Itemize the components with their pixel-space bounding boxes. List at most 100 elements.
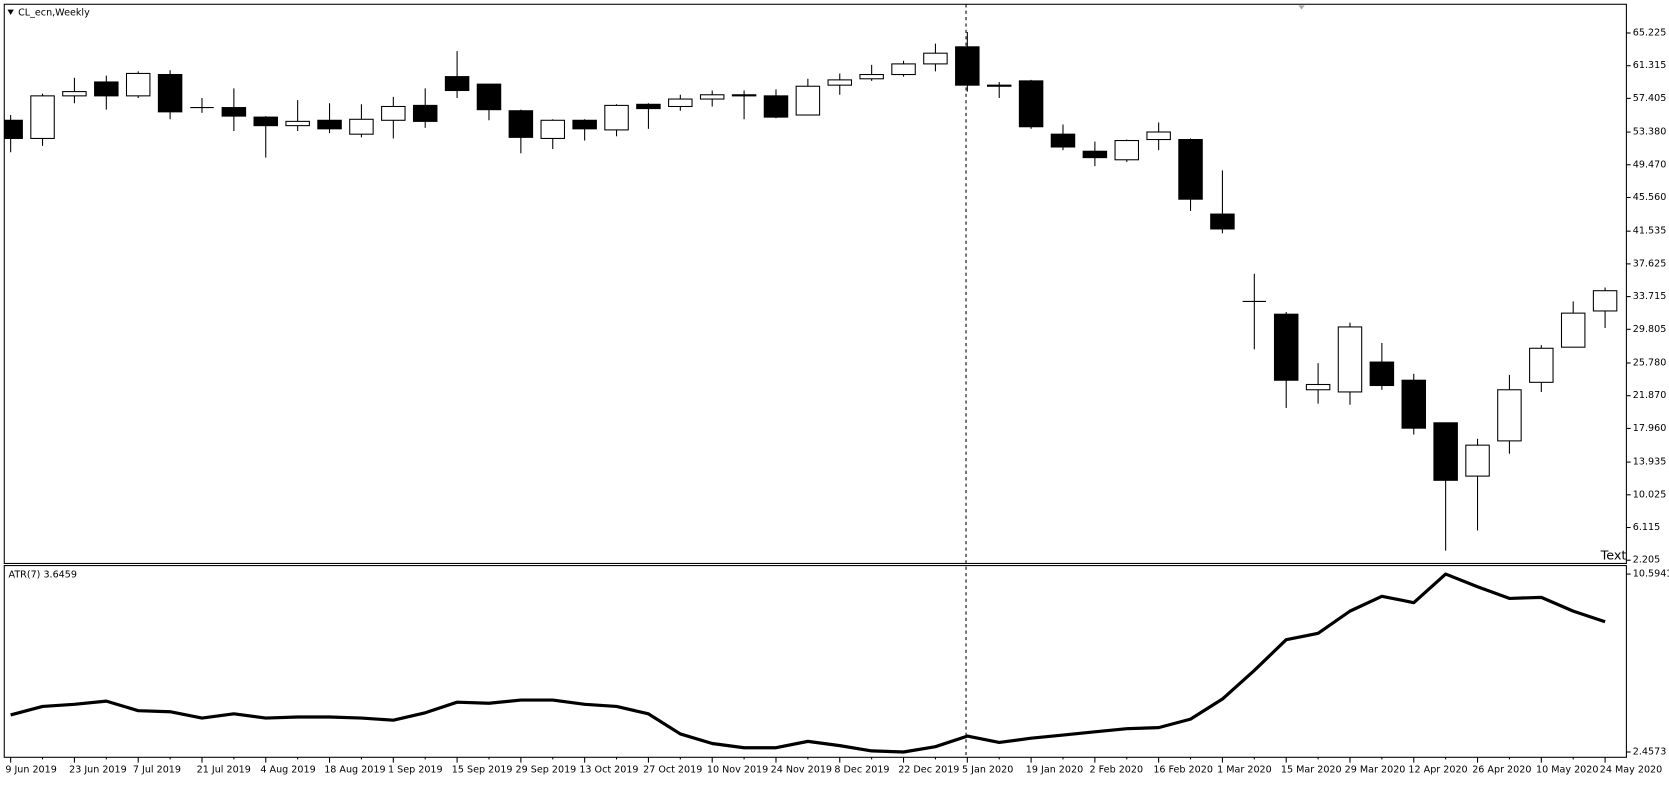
main-panel [3,3,1627,564]
x-tick-label: 23 Jun 2019 [69,765,127,776]
candle-body [444,76,470,92]
candle-body [1401,379,1427,429]
candle-body [285,120,310,127]
atr-line [10,572,1606,754]
candle-body [1529,347,1554,383]
candle-body [699,94,725,100]
y-tick-label: 10.025 [1633,489,1667,500]
menu-triangle[interactable] [7,9,14,15]
y-tick-label: 21.870 [1633,390,1667,401]
candle-body [1433,422,1458,481]
candle-body [923,52,948,65]
y-tick-label: 65.225 [1633,27,1667,38]
indicator-title: ATR(7) 3.6459 [9,570,77,581]
candle-body [1082,150,1108,159]
y-tick-label: 2.205 [1633,555,1660,566]
x-tick-label: 16 Feb 2020 [1153,765,1213,776]
x-tick-label: 22 Dec 2019 [898,765,959,776]
y-tick-label: 49.470 [1633,159,1667,170]
candle-body [381,105,406,121]
candle-body [891,63,916,76]
shift-marker [1298,5,1305,10]
candle-body [1018,80,1044,128]
candle-body [1050,133,1076,148]
candle-body [1178,138,1203,200]
candle-body [1305,383,1331,391]
candle-body [604,104,629,131]
x-tick-label: 10 Nov 2019 [707,765,768,776]
candle-body [1592,290,1618,312]
annotation: Text [1600,548,1627,563]
y-tick-label: 2.4573 [1633,746,1667,757]
candle-body [62,91,87,97]
candle-body [476,83,502,111]
x-tick-label: 12 Apr 2020 [1408,765,1467,776]
candle-body [540,119,566,139]
candles [4,31,1618,551]
x-tick-label: 27 Oct 2019 [643,765,702,776]
candle-body [731,94,757,97]
candle-body [636,103,661,110]
y-tick-label: 13.935 [1633,457,1667,468]
candle-body [827,79,853,86]
candle-body [221,107,247,117]
x-tick-label: 29 Sep 2019 [516,765,577,776]
candle-body [1560,312,1586,348]
y-tick-label: 17.960 [1633,423,1667,434]
x-tick-label: 5 Jan 2020 [962,765,1013,776]
y-tick-label: 29.805 [1633,324,1667,335]
candle-body [955,46,980,86]
y-tick-label: 53.380 [1633,127,1667,138]
candle-body [253,116,279,127]
candle-body [795,85,821,116]
x-tick-label: 26 Apr 2020 [1472,765,1531,776]
x-tick-label: 19 Jan 2020 [1026,765,1083,776]
candle-body [1369,361,1395,387]
x-tick-label: 10 May 2020 [1536,765,1598,776]
y-tick-label: 10.5941 [1633,569,1669,580]
candle-body [1497,389,1522,442]
candle-body [4,119,23,139]
x-tick-label: 15 Sep 2019 [452,765,513,776]
x-tick-label: 29 Mar 2020 [1345,765,1406,776]
candle-body [572,119,597,130]
candle-body [94,81,119,97]
x-tick-label: 2 Feb 2020 [1090,765,1144,776]
candle-body [30,95,55,139]
y-tick-label: 57.405 [1633,93,1667,104]
y-tick-label: 45.560 [1633,192,1667,203]
x-tick-label: 4 Aug 2019 [260,765,315,776]
candle-body [859,73,884,80]
x-tick-label: 9 Jun 2019 [5,765,57,776]
y-tick-label: 61.315 [1633,60,1667,71]
candle-body [317,119,342,130]
y-tick-label: 37.625 [1633,258,1667,269]
x-tick-label: 24 May 2020 [1600,765,1662,776]
x-tick-label: 8 Dec 2019 [834,765,889,776]
x-tick-label: 1 Sep 2019 [388,765,443,776]
candle-body [412,104,438,122]
candle-body [1273,313,1299,381]
candle-body [763,95,789,118]
y-tick-label: 41.535 [1633,226,1667,237]
y-tick-label: 6.115 [1633,522,1660,533]
candle-body [1465,444,1490,477]
x-tick-label: 1 Mar 2020 [1217,765,1272,776]
x-tick-label: 21 Jul 2019 [197,765,251,776]
x-tick-label: 18 Aug 2019 [324,765,385,776]
y-tick-label: 25.780 [1633,357,1667,368]
chart-title: CL_ecn,Weekly [18,7,90,18]
y-tick-label: 33.715 [1633,291,1667,302]
candle-body [349,118,374,135]
candle-body [668,98,693,108]
candle-body [1114,140,1140,161]
x-tick-label: 13 Oct 2019 [579,765,638,776]
indicator [10,572,1606,754]
candle-body [508,110,534,138]
x-tick-label: 24 Nov 2019 [771,765,832,776]
candle-body [986,84,1012,87]
candle-body [157,73,183,113]
